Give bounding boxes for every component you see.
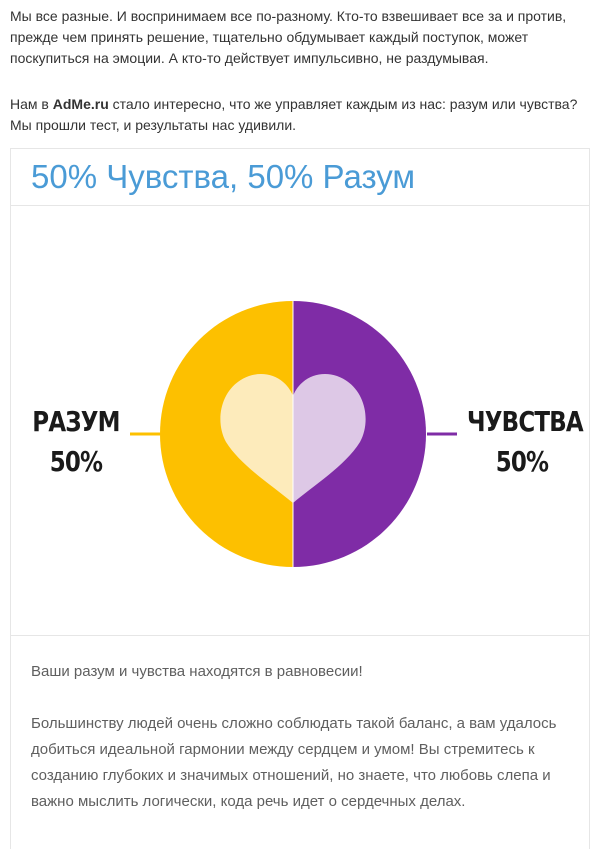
intro-paragraph: Мы все разные. И воспринимаем все по-раз… xyxy=(10,8,567,66)
result-card: 50% Чувства, 50% Разум РАЗУМ 50% ЧУВСТВА… xyxy=(10,148,590,849)
title-divider xyxy=(11,205,589,206)
mind-percent: 50% xyxy=(49,445,103,478)
mind-heart-icon xyxy=(220,374,293,503)
result-title: 50% Чувства, 50% Разум xyxy=(31,158,416,195)
test-prefix: Нам в xyxy=(10,96,53,112)
result-headline: Ваши разум и чувства находятся в равнове… xyxy=(31,663,363,680)
mind-label: РАЗУМ xyxy=(32,405,120,438)
feelings-heart-icon xyxy=(293,374,366,503)
result-description: Большинству людей очень сложно соблюдать… xyxy=(31,715,557,810)
result-illustration: РАЗУМ 50% ЧУВСТВА 50% xyxy=(11,206,589,634)
feelings-percent: 50% xyxy=(495,445,549,478)
balance-graphic xyxy=(130,301,457,567)
site-link[interactable]: AdMe.ru xyxy=(52,96,109,112)
result-divider xyxy=(11,635,589,636)
feelings-label: ЧУВСТВА xyxy=(467,405,584,438)
test-paragraph: Нам в AdMe.ru стало интересно, что же уп… xyxy=(10,94,590,136)
test-suffix: стало интересно, что же управляет каждым… xyxy=(10,96,578,133)
